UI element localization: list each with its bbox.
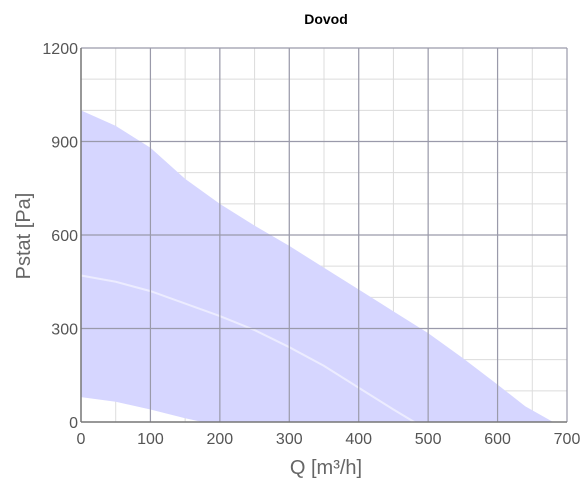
x-tick-label: 0 xyxy=(77,431,86,448)
y-tick-label: 900 xyxy=(51,135,78,152)
x-axis-label: Q [m³/h] xyxy=(290,457,362,479)
x-tick-label: 300 xyxy=(276,431,303,448)
y-tick-labels: 0 300 600 900 1200 xyxy=(42,41,78,432)
y-tick-label: 600 xyxy=(51,228,78,245)
y-tick-label: 1200 xyxy=(42,41,78,58)
operating-area xyxy=(81,110,554,422)
y-tick-label: 0 xyxy=(69,415,78,432)
operating-area-layer xyxy=(80,110,554,423)
x-tick-label: 700 xyxy=(554,431,581,448)
x-tick-labels: 0 100 200 300 400 500 600 700 xyxy=(77,431,581,448)
x-tick-label: 400 xyxy=(345,431,372,448)
x-tick-label: 100 xyxy=(137,431,164,448)
inner-curve-line xyxy=(80,274,415,423)
major-grid xyxy=(81,47,568,422)
x-tick-label: 600 xyxy=(484,431,511,448)
chart-title: Dovod xyxy=(304,11,348,27)
x-tick-label: 200 xyxy=(207,431,234,448)
y-axis-label: Pstat [Pa] xyxy=(13,193,35,280)
y-tick-label: 300 xyxy=(51,322,78,339)
axes xyxy=(80,48,567,423)
x-tick-label: 500 xyxy=(415,431,442,448)
